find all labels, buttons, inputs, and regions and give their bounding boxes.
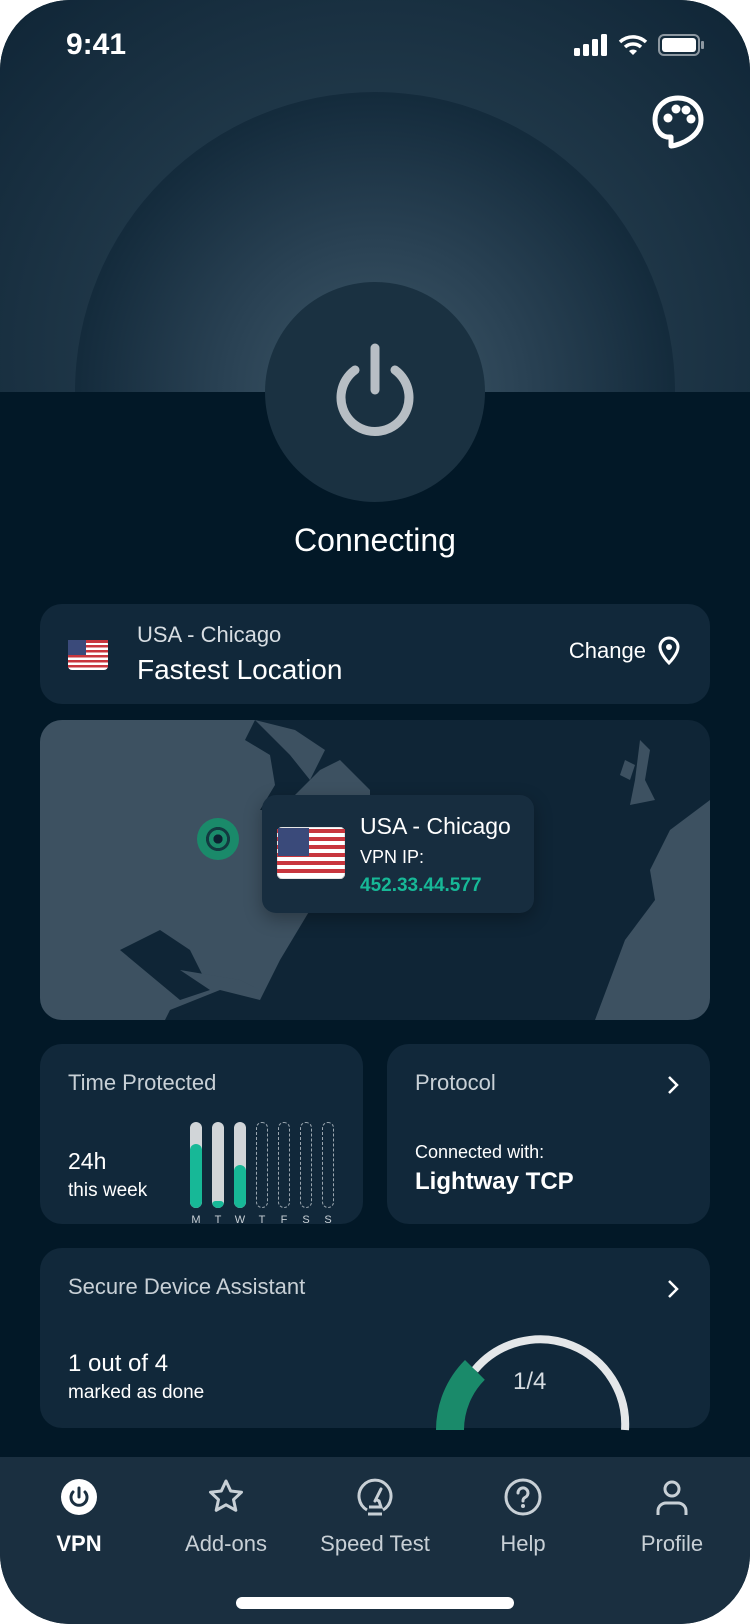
tooltip-city: USA - Chicago	[360, 813, 511, 839]
location-marker[interactable]	[197, 818, 239, 860]
day-bar-track	[234, 1122, 246, 1208]
usa-flag-icon	[277, 827, 345, 879]
day-bar-track	[278, 1122, 290, 1208]
assistant-sub: marked as done	[68, 1382, 205, 1403]
usa-flag-icon	[68, 640, 108, 670]
day-label: T	[258, 1214, 266, 1226]
nav-label: Profile	[640, 1531, 704, 1556]
protocol-card[interactable]: Protocol Connected with: Lightway TCP	[387, 1044, 710, 1224]
star-icon	[209, 1479, 243, 1512]
wifi-icon	[618, 35, 648, 55]
change-location-button[interactable]: Change	[569, 636, 680, 666]
change-label: Change	[568, 638, 646, 663]
assistant-gauge	[436, 1335, 630, 1431]
connection-status: Connecting	[294, 522, 456, 558]
gauge-track	[471, 1335, 630, 1431]
time-protected-value: 24h	[68, 1148, 107, 1174]
day-bar-track	[212, 1122, 224, 1208]
day-bar: W	[234, 1122, 246, 1226]
day-label: S	[302, 1214, 310, 1226]
secure-device-assistant-card[interactable]: Secure Device Assistant 1 out of 4 marke…	[40, 1248, 710, 1431]
time-protected-title: Time Protected	[68, 1070, 217, 1095]
time-protected-period: this week	[68, 1180, 148, 1201]
day-label: F	[280, 1214, 288, 1226]
protocol-title: Protocol	[415, 1070, 496, 1095]
speedometer-icon	[357, 1478, 393, 1516]
nav-label: VPN	[56, 1531, 102, 1556]
gauge-label: 1/4	[513, 1368, 547, 1395]
day-bar-track	[256, 1122, 268, 1208]
nav-help[interactable]: Help	[448, 1477, 598, 1557]
nav-label: Help	[500, 1531, 546, 1556]
power-icon	[61, 1479, 97, 1515]
day-bar-track	[322, 1122, 334, 1208]
world-map	[40, 720, 710, 1020]
day-label: T	[214, 1214, 222, 1226]
hero-background	[0, 0, 750, 392]
day-bar-fill	[234, 1165, 246, 1208]
chevron-right-icon	[668, 1076, 679, 1094]
location-city: USA - Chicago	[137, 622, 282, 647]
bottom-nav: VPN Add-ons Speed Test Help Profile	[0, 1457, 750, 1624]
battery-icon	[658, 34, 704, 56]
day-bar-fill	[212, 1201, 224, 1208]
protocol-sub: Connected with:	[415, 1142, 545, 1162]
day-bar: S	[300, 1122, 312, 1226]
day-bar: S	[322, 1122, 334, 1226]
user-icon	[656, 1480, 688, 1515]
status-bar: 9:41	[66, 28, 704, 62]
help-icon	[504, 1478, 542, 1516]
assistant-title: Secure Device Assistant	[68, 1274, 306, 1299]
nav-speed-test[interactable]: Speed Test	[300, 1477, 450, 1557]
clock: 9:41	[66, 28, 127, 61]
day-bar: F	[278, 1122, 290, 1226]
protocol-value: Lightway TCP	[415, 1168, 574, 1195]
day-label: W	[234, 1214, 246, 1226]
nav-vpn[interactable]: VPN	[4, 1477, 154, 1557]
nav-label: Add-ons	[185, 1531, 267, 1556]
day-bar: M	[190, 1122, 202, 1226]
home-indicator[interactable]	[236, 1597, 514, 1609]
nav-add-ons[interactable]: Add-ons	[151, 1477, 301, 1557]
location-tooltip: USA - Chicago VPN IP: 452.33.44.577	[262, 795, 534, 913]
assistant-value: 1 out of 4	[68, 1350, 169, 1377]
nav-profile[interactable]: Profile	[597, 1477, 747, 1557]
signal-icon	[574, 34, 607, 56]
day-bar-track	[300, 1122, 312, 1208]
vpn-ip-value: 452.33.44.577	[360, 875, 482, 896]
power-icon	[336, 343, 414, 436]
day-label: S	[324, 1214, 332, 1226]
day-bar: T	[256, 1122, 268, 1226]
day-bar: T	[212, 1122, 224, 1226]
location-label: Fastest Location	[137, 654, 343, 685]
day-bar-track	[190, 1122, 202, 1208]
gauge-fill	[436, 1360, 486, 1431]
location-pin-icon	[658, 636, 680, 666]
day-bar-fill	[190, 1143, 202, 1208]
location-card[interactable]: USA - Chicago Fastest Location Change	[40, 604, 710, 704]
vpn-ip-label: VPN IP:	[360, 847, 425, 867]
map-card[interactable]: USA - Chicago VPN IP: 452.33.44.577	[40, 720, 710, 1020]
connect-button[interactable]	[265, 282, 485, 502]
chevron-right-icon	[668, 1280, 679, 1298]
nav-label: Speed Test	[320, 1531, 430, 1556]
palette-icon[interactable]	[650, 94, 706, 150]
day-label: M	[191, 1214, 201, 1226]
